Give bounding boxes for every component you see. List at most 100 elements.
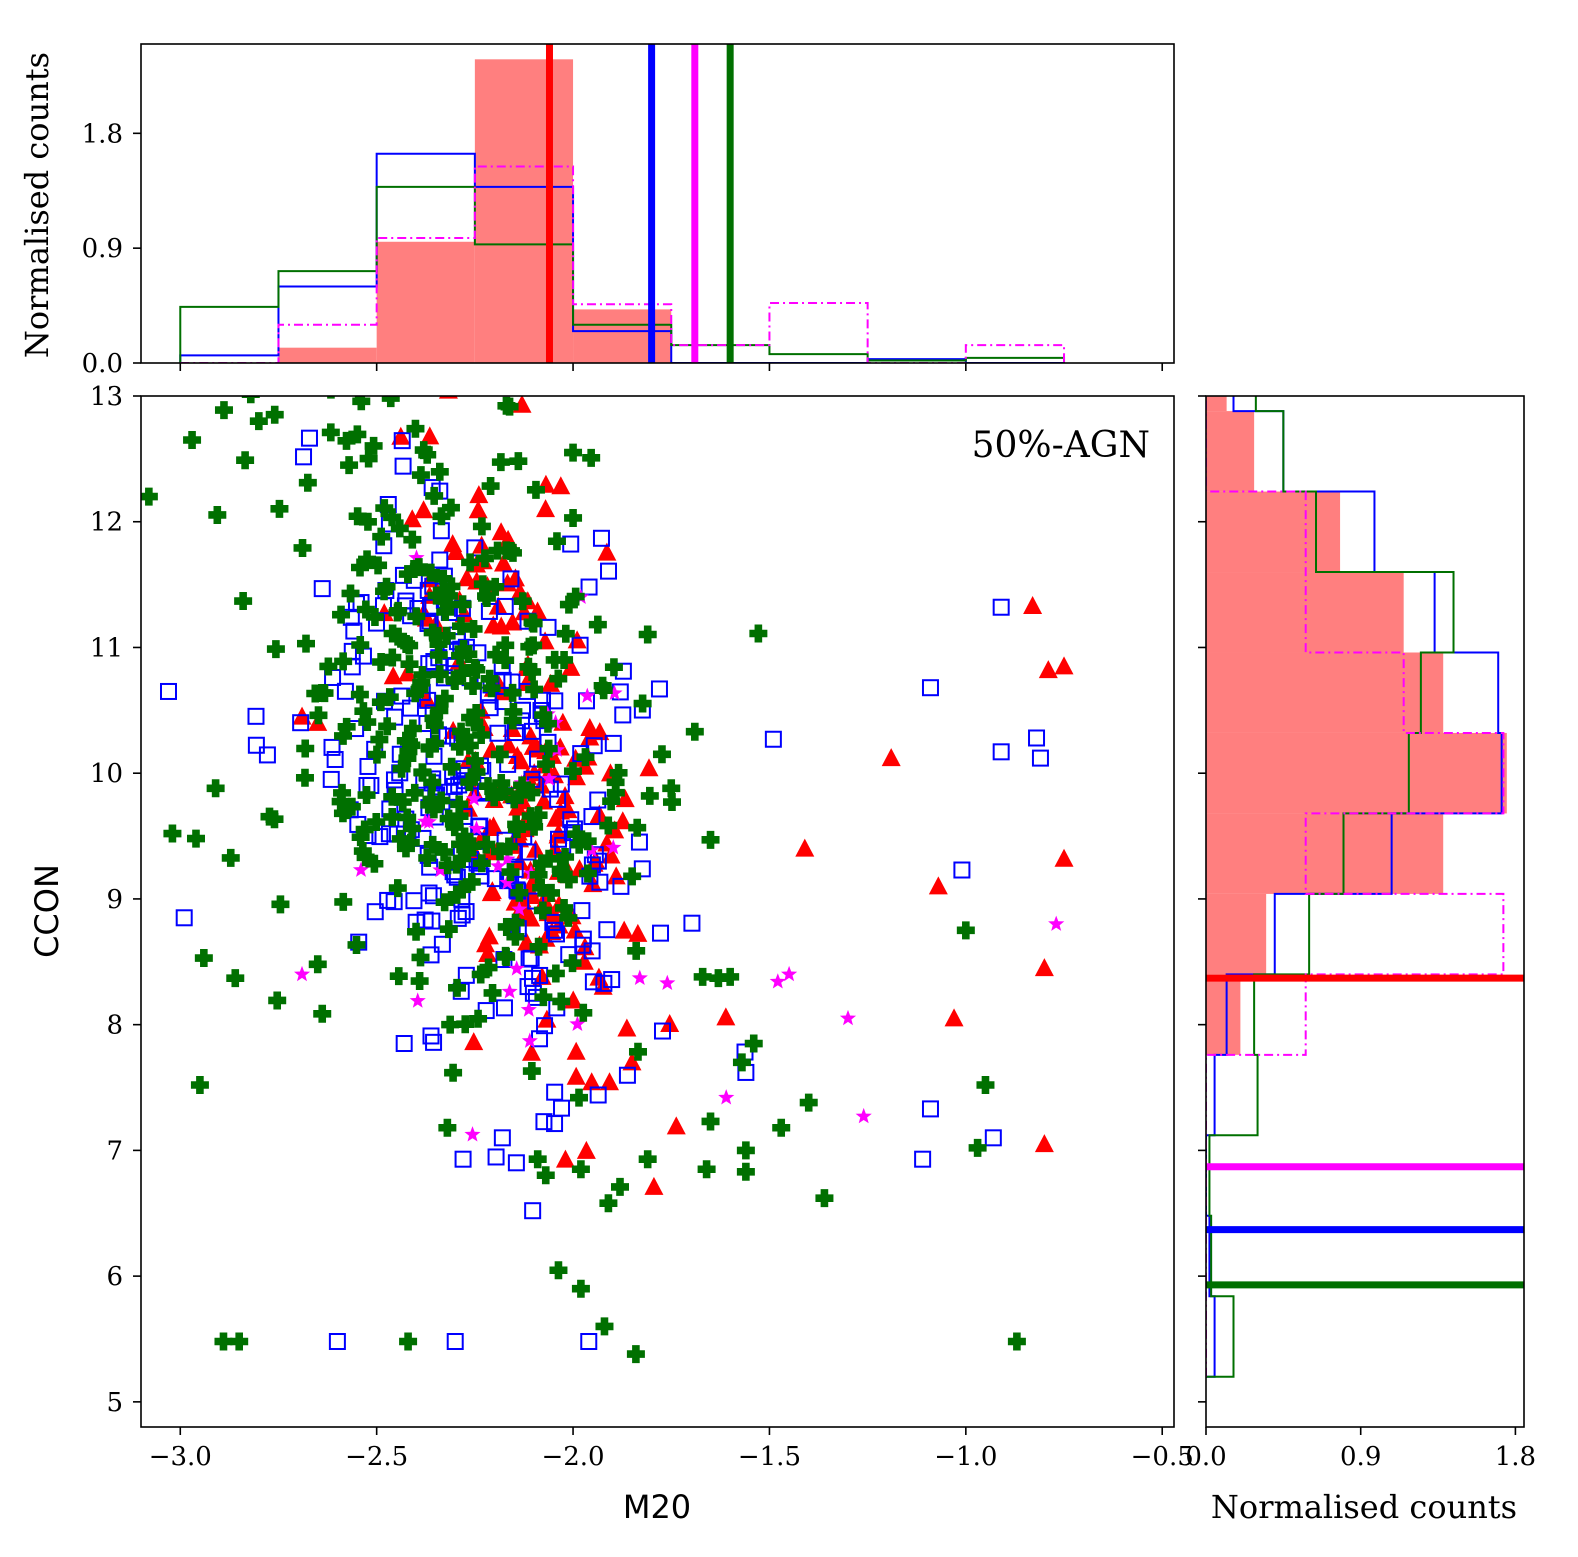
green-crosses-point	[534, 706, 553, 725]
blue-squares-point	[614, 706, 632, 724]
green-crosses-point	[532, 854, 551, 873]
magenta-stars-point	[839, 1009, 857, 1026]
green-crosses-point	[479, 777, 498, 796]
green-crosses-point	[430, 665, 449, 684]
blue-squares-point	[431, 551, 449, 569]
red-triangles-point	[565, 920, 585, 939]
red-triangles-point	[484, 816, 504, 835]
blue-squares-point	[247, 736, 265, 754]
green-crosses-point	[358, 713, 377, 732]
annotation-label: 50%-AGN	[972, 425, 1150, 466]
green-crosses-point	[599, 1194, 618, 1213]
green-crosses-point	[186, 829, 205, 848]
red-triangles-point	[536, 499, 556, 518]
red-triangles-point	[458, 798, 478, 817]
red-triangles-point	[479, 926, 499, 945]
red-triangles-point	[1034, 958, 1054, 977]
blue-squares-point	[466, 539, 484, 557]
green-crosses-point	[976, 1076, 995, 1095]
green-crosses-point	[626, 1345, 645, 1364]
green-crosses-point	[403, 530, 422, 549]
green-crosses-point	[388, 603, 407, 622]
green-crosses-point	[505, 790, 524, 809]
green-crosses-point	[429, 645, 448, 664]
blue-squares-point	[600, 562, 618, 580]
magenta-stars-point	[579, 687, 596, 703]
green-crosses-point	[459, 645, 478, 664]
blue-squares-point	[650, 680, 668, 698]
green-crosses-point	[333, 783, 352, 802]
blue-squares-point	[1031, 749, 1049, 767]
top-hist-step-magenta	[180, 165, 1066, 363]
blue-squares-point	[652, 924, 670, 942]
green-crosses-point	[410, 972, 429, 991]
green-crosses-point	[538, 714, 557, 733]
green-crosses-point	[475, 549, 494, 568]
green-crosses-point	[183, 431, 202, 450]
blue-squares-point	[583, 942, 601, 960]
green-crosses-point	[588, 615, 607, 634]
blue-squares-point	[524, 1202, 542, 1220]
green-crosses-point	[552, 992, 571, 1011]
green-crosses-point	[293, 538, 312, 557]
green-crosses-point	[640, 786, 659, 805]
green-crosses-point	[334, 652, 353, 671]
green-crosses-point	[372, 527, 391, 546]
blue-squares-point	[546, 1083, 564, 1101]
green-crosses-point	[444, 1063, 463, 1082]
green-crosses-point	[582, 448, 601, 467]
blue-squares-point	[653, 1022, 671, 1040]
blue-squares-point	[546, 692, 564, 710]
red-triangles-point	[414, 500, 434, 519]
green-crosses-point	[370, 730, 389, 749]
green-crosses-point	[511, 785, 530, 804]
green-crosses-point	[365, 607, 384, 626]
right-hist-bar-red	[1206, 491, 1341, 573]
green-crosses-point	[799, 1093, 818, 1112]
red-triangles-point	[1023, 595, 1043, 614]
green-crosses-point	[772, 1118, 791, 1137]
green-crosses-point	[403, 719, 422, 738]
green-crosses-point	[559, 870, 578, 889]
red-triangles-point	[446, 542, 466, 561]
blue-squares-point	[547, 925, 565, 943]
red-triangles-point	[493, 553, 513, 572]
y-tick-label: 11	[90, 633, 123, 663]
green-crosses-point	[446, 672, 465, 691]
red-triangles-point	[639, 758, 659, 777]
red-triangles-point	[795, 838, 815, 857]
blue-squares-point	[604, 734, 622, 752]
green-crosses-point	[627, 941, 646, 960]
green-crosses-point	[401, 833, 420, 852]
green-crosses-point	[467, 660, 486, 679]
red-triangles-point	[555, 1149, 575, 1168]
green-crosses-point	[296, 634, 315, 653]
green-crosses-point	[542, 883, 561, 902]
right-hist-bar-red	[1206, 732, 1507, 814]
red-triangles-point	[628, 923, 648, 942]
green-crosses-point	[623, 867, 642, 886]
green-crosses-point	[450, 737, 469, 756]
red-triangles-point	[483, 615, 503, 634]
green-crosses-point	[595, 1317, 614, 1336]
green-crosses-point	[399, 742, 418, 761]
top-histogram-frame	[140, 43, 1175, 364]
y-tick-label: 7	[106, 1136, 123, 1166]
green-crosses-point	[533, 901, 552, 920]
green-crosses-point	[421, 563, 440, 582]
green-crosses-point	[479, 958, 498, 977]
top-histogram-plot	[179, 44, 1066, 363]
green-crosses-point	[462, 872, 481, 891]
green-crosses-point	[424, 800, 443, 819]
green-crosses-point	[529, 937, 548, 956]
green-crosses-point	[398, 808, 417, 827]
green-crosses-point	[1007, 1332, 1026, 1351]
blue-squares-point	[523, 722, 541, 740]
red-triangles-point	[548, 825, 568, 844]
x-tick-label: −1.0	[934, 1442, 997, 1472]
green-crosses-point	[353, 842, 372, 861]
green-crosses-point	[381, 396, 400, 408]
green-crosses-point	[556, 848, 575, 867]
green-crosses-point	[466, 751, 485, 770]
blue-squares-point	[519, 978, 537, 996]
